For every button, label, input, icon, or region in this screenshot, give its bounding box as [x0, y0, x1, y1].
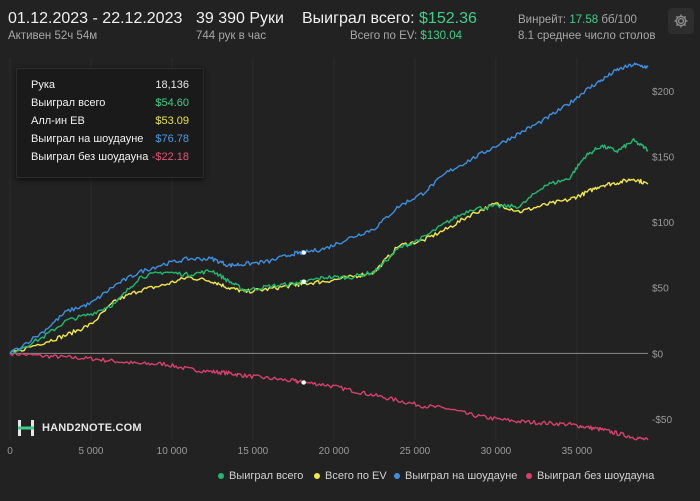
gear-icon [674, 14, 688, 28]
y-tick-label: $100 [652, 218, 675, 229]
tooltip-row-won-total: Выиграл всего $54.60 [31, 95, 189, 111]
hover-marker [301, 380, 306, 385]
tables-text: 8.1 среднее число столов [518, 30, 656, 42]
legend-label: Всего по EV [325, 470, 387, 482]
won-total: Выиграл всего: $152.36 [302, 9, 477, 29]
won-total-value: $152.36 [419, 10, 477, 27]
ev-total: Всего по EV: $130.04 [302, 29, 462, 44]
tooltip-row-showdown: Выиграл на шоудауне $76.78 [31, 131, 189, 147]
legend-dot-icon [218, 473, 224, 479]
series-line [9, 62, 649, 354]
legend-dot-icon [394, 473, 400, 479]
series-line [9, 351, 649, 441]
x-tick-label: 10 000 [157, 446, 188, 457]
logo-text: HAND2NOTE.COM [42, 422, 142, 434]
y-tick-label: -$50 [652, 415, 672, 426]
legend-dot-icon [314, 473, 320, 479]
hand2note-logo: HAND2NOTE.COM [16, 418, 142, 438]
legend-item-ev-total[interactable]: Всего по EV [314, 470, 387, 482]
y-tick-label: $200 [652, 87, 675, 98]
series-line [9, 178, 649, 354]
h2n-logo-icon [18, 420, 34, 436]
active-time: Активен 52ч 54м [8, 30, 98, 42]
tooltip-value: 18,136 [155, 79, 189, 91]
won-total-label: Выиграл всего: [302, 10, 415, 27]
winrate: Винрейт: 17.58 бб/100 [518, 12, 656, 28]
tooltip-row-non-showdown: Выиграл без шоудауна -$22.18 [31, 149, 189, 165]
winrate-block: Винрейт: 17.58 бб/100 8.1 среднее число … [518, 12, 656, 44]
tooltip-value: $53.09 [155, 115, 189, 127]
legend-dot-icon [526, 473, 532, 479]
hover-tooltip: Рука 18,136 Выиграл всего $54.60 Алл-ин … [16, 68, 204, 178]
legend-label: Выиграл всего [229, 470, 304, 482]
x-tick-label: 5 000 [78, 446, 103, 457]
settings-button[interactable] [668, 8, 694, 34]
hands-per-hour: 744 рук в час [196, 30, 267, 42]
winrate-value: 17.58 [569, 14, 599, 26]
ev-total-value: $130.04 [420, 30, 462, 42]
x-tick-label: 30 000 [481, 446, 512, 457]
ev-total-label: Всего по EV: [349, 30, 418, 42]
tooltip-value: $76.78 [155, 133, 189, 145]
y-tick-label: $150 [652, 152, 675, 163]
x-tick-label: 35 000 [562, 446, 593, 457]
x-tick-label: 0 [7, 446, 13, 457]
date-block: 01.12.2023 - 22.12.2023 Активен 52ч 54м [8, 9, 182, 44]
legend-item-non-showdown[interactable]: Выиграл без шоудауна [526, 470, 654, 482]
y-tick-label: $0 [652, 349, 664, 360]
tooltip-label: Алл-ин ЕВ [31, 115, 85, 127]
tooltip-row-hand: Рука 18,136 [31, 77, 189, 93]
legend-label: Выиграл без шоудауна [537, 470, 655, 482]
stats-header: 01.12.2023 - 22.12.2023 Активен 52ч 54м … [0, 0, 700, 52]
tooltip-label: Выиграл без шоудауна [31, 151, 149, 163]
x-tick-label: 20 000 [319, 446, 350, 457]
hands-total: 39 390 Руки [196, 10, 284, 27]
series-line [9, 137, 649, 354]
winrate-label: Винрейт: [518, 14, 567, 26]
date-range[interactable]: 01.12.2023 - 22.12.2023 [8, 10, 183, 27]
winrate-unit: бб/100 [601, 14, 637, 26]
chart-svg[interactable]: 0 5 000 10 000 15 000 20 000 25 000 30 000 35 0… [0, 52, 700, 496]
y-tick-label: $50 [652, 284, 669, 295]
tooltip-label: Выиграл всего [31, 97, 106, 109]
legend-label: Выиграл на шоудауне [405, 470, 518, 482]
x-tick-label: 25 000 [400, 446, 431, 457]
legend-item-won-total[interactable]: Выиграл всего [218, 470, 303, 482]
hands-block: 39 390 Руки 744 рук в час [196, 9, 284, 44]
hover-marker [301, 279, 306, 284]
tooltip-label: Выиграл на шоудауне [31, 133, 144, 145]
tooltip-value: -$22.18 [151, 151, 189, 163]
tooltip-row-allin-ev: Алл-ин ЕВ $53.09 [31, 113, 189, 129]
chart-legend: Выиграл всего Всего по EV Выиграл на шоу… [0, 470, 700, 486]
tooltip-value: $54.60 [155, 97, 189, 109]
winnings-block: Выиграл всего: $152.36 Всего по EV: $130… [302, 9, 477, 44]
x-tick-label: 15 000 [238, 446, 269, 457]
tooltip-label: Рука [31, 79, 56, 91]
legend-item-showdown[interactable]: Выиграл на шоудауне [394, 470, 517, 482]
hover-marker [301, 250, 306, 255]
profit-graph[interactable]: 0 5 000 10 000 15 000 20 000 25 000 30 000 35 0… [0, 52, 700, 496]
